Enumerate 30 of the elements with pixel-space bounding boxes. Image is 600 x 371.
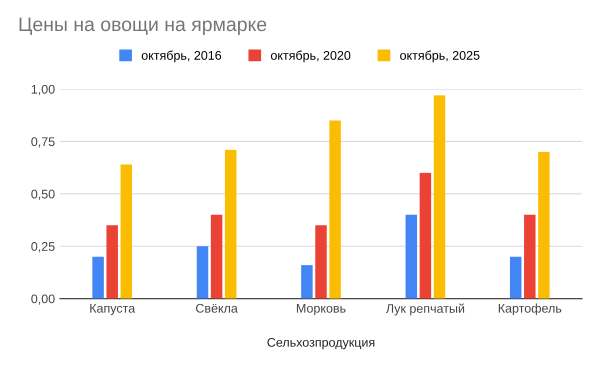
x-tick-label: Морковь xyxy=(296,304,346,316)
bar xyxy=(210,214,222,299)
bar xyxy=(434,95,446,299)
bar xyxy=(406,214,418,299)
bar xyxy=(420,172,432,299)
y-tick-label: 0,25 xyxy=(31,242,55,252)
bar xyxy=(224,150,236,299)
y-tick-label: 1,00 xyxy=(32,84,55,96)
x-tick-label: Свёкла xyxy=(196,304,238,313)
x-tick-label: Капуста xyxy=(90,304,136,316)
bar xyxy=(120,164,132,299)
x-axis-title: Сельхозпродукция xyxy=(267,338,374,350)
y-tick-label: 0,00 xyxy=(31,294,55,305)
bar xyxy=(510,256,522,299)
y-tick-label: 0,50 xyxy=(31,190,55,200)
bar xyxy=(315,225,327,299)
bar xyxy=(524,214,536,299)
chart-title: Цены на овощи на ярмарке xyxy=(20,18,266,36)
legend-label: октябрь, 2025 xyxy=(400,50,480,62)
bar xyxy=(538,152,550,299)
legend-label: октябрь, 2020 xyxy=(270,50,350,62)
bar xyxy=(106,225,118,299)
x-tick-label: Картофель xyxy=(498,304,562,316)
bar xyxy=(92,256,104,299)
y-tick-label: 0,75 xyxy=(31,137,55,148)
bar xyxy=(301,265,313,299)
bar xyxy=(329,120,341,299)
bar xyxy=(196,246,208,299)
legend-label: октябрь, 2016 xyxy=(142,50,222,62)
x-tick-label: Лук репчатый xyxy=(386,304,464,316)
